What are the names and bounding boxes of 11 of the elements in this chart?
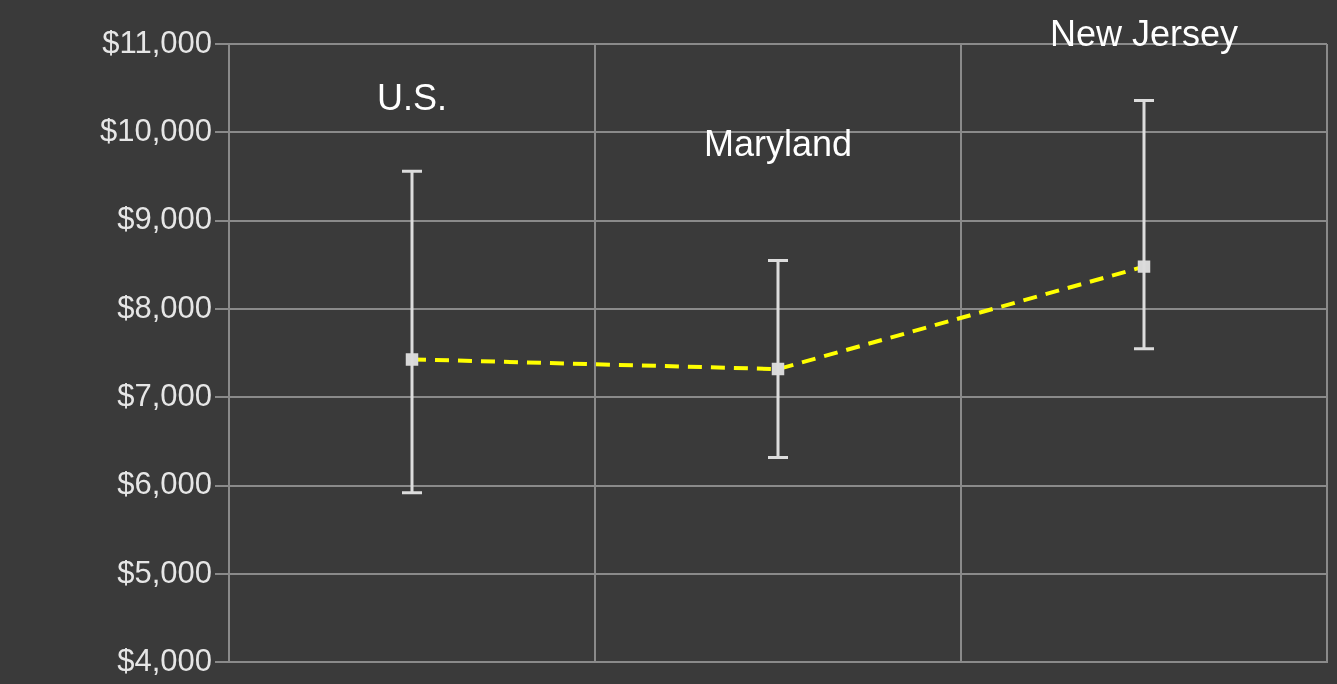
- y-tick-label: $7,000: [117, 377, 212, 413]
- annotation: U.S.: [376, 76, 448, 118]
- y-tick-label: $6,000: [117, 466, 212, 502]
- y-tick-label: $5,000: [117, 554, 212, 590]
- y-tick-label: $8,000: [117, 289, 212, 325]
- y-tick-label: $11,000: [102, 24, 212, 60]
- y-tick-label: $9,000: [117, 201, 212, 237]
- annotation: Maryland: [703, 122, 853, 164]
- annotation: New Jersey: [1049, 12, 1239, 54]
- y-tick-label: $10,000: [99, 112, 212, 148]
- y-tick-label: $4,000: [117, 642, 212, 678]
